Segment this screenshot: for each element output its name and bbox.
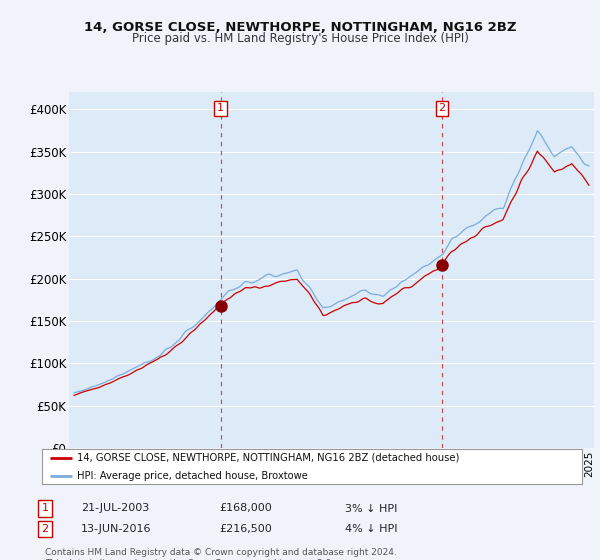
Text: 3% ↓ HPI: 3% ↓ HPI	[345, 503, 397, 514]
Text: £168,000: £168,000	[219, 503, 272, 514]
Text: 14, GORSE CLOSE, NEWTHORPE, NOTTINGHAM, NG16 2BZ: 14, GORSE CLOSE, NEWTHORPE, NOTTINGHAM, …	[84, 21, 516, 34]
Text: Contains HM Land Registry data © Crown copyright and database right 2024.
This d: Contains HM Land Registry data © Crown c…	[45, 548, 397, 560]
Text: 4% ↓ HPI: 4% ↓ HPI	[345, 524, 398, 534]
Text: 14, GORSE CLOSE, NEWTHORPE, NOTTINGHAM, NG16 2BZ (detached house): 14, GORSE CLOSE, NEWTHORPE, NOTTINGHAM, …	[77, 453, 460, 463]
Text: 1: 1	[41, 503, 49, 514]
Text: 13-JUN-2016: 13-JUN-2016	[81, 524, 151, 534]
Text: 2: 2	[439, 104, 446, 114]
Text: £216,500: £216,500	[219, 524, 272, 534]
Text: Price paid vs. HM Land Registry's House Price Index (HPI): Price paid vs. HM Land Registry's House …	[131, 32, 469, 45]
Text: HPI: Average price, detached house, Broxtowe: HPI: Average price, detached house, Brox…	[77, 470, 308, 480]
Text: 1: 1	[217, 104, 224, 114]
Text: 21-JUL-2003: 21-JUL-2003	[81, 503, 149, 514]
Text: 2: 2	[41, 524, 49, 534]
